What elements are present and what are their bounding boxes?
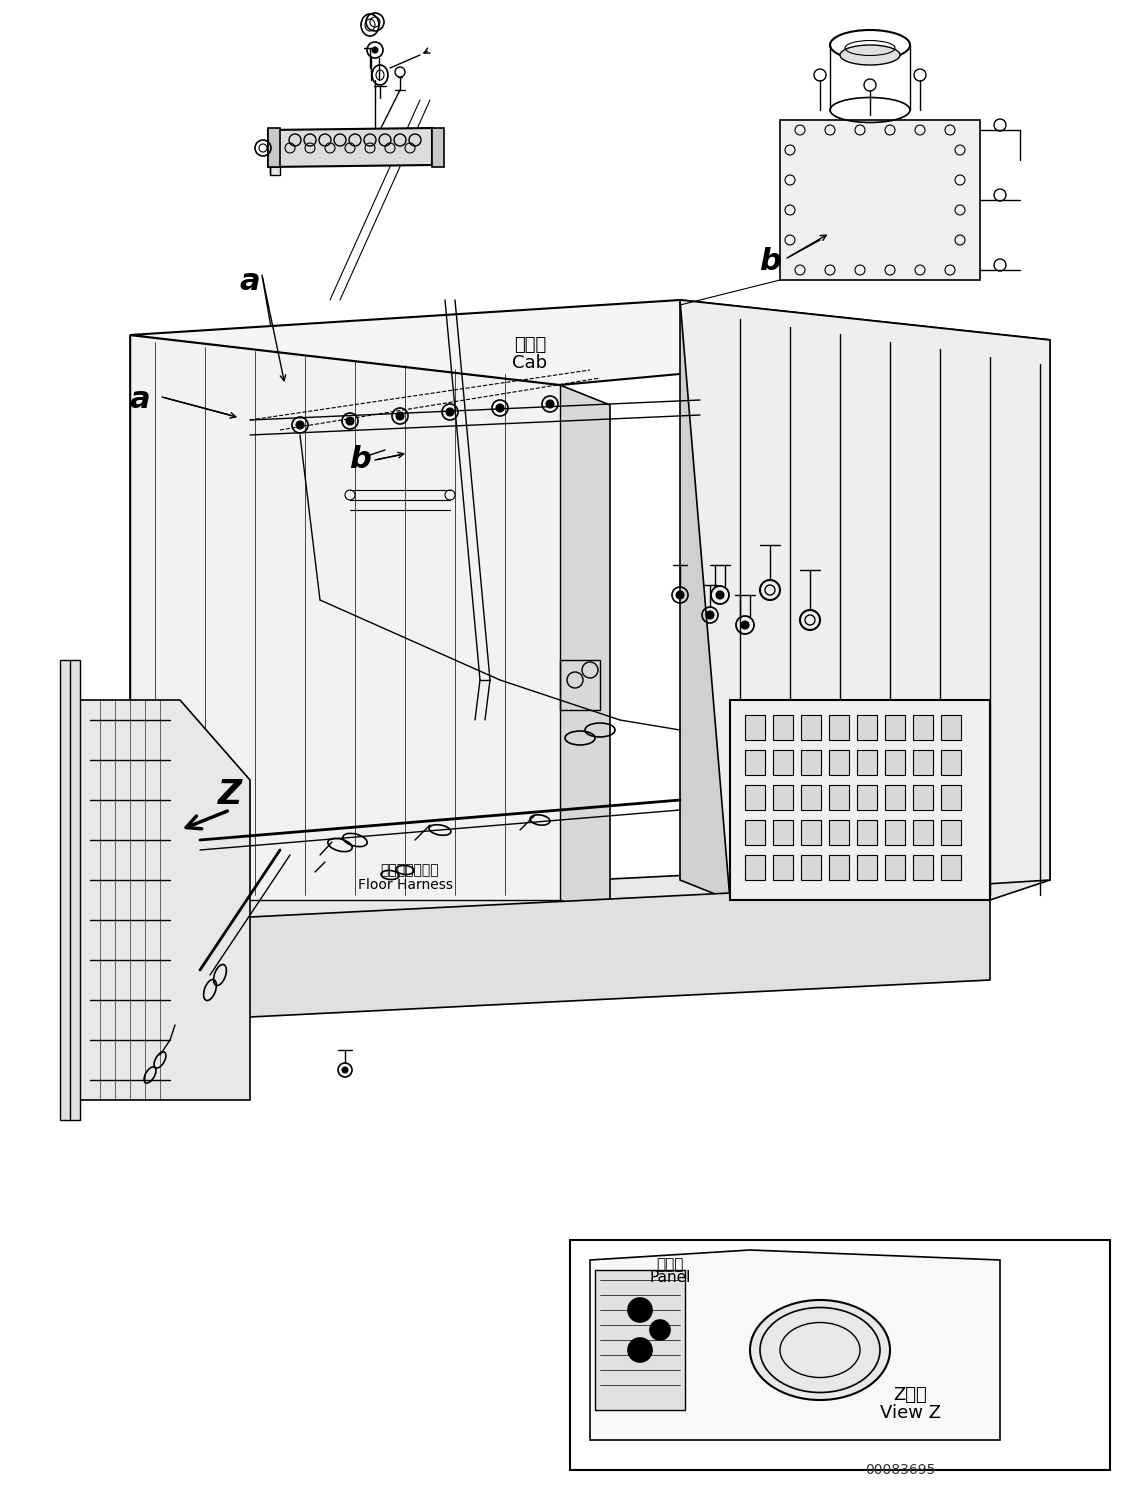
Bar bbox=[746, 855, 765, 880]
Text: b: b bbox=[759, 248, 781, 276]
Bar bbox=[560, 659, 600, 710]
Text: View Z: View Z bbox=[880, 1404, 941, 1422]
Bar bbox=[829, 821, 849, 844]
Bar bbox=[746, 821, 765, 844]
Bar bbox=[857, 785, 877, 810]
Circle shape bbox=[372, 48, 379, 54]
Circle shape bbox=[546, 400, 554, 407]
Bar bbox=[801, 821, 821, 844]
Text: a: a bbox=[130, 385, 150, 415]
Circle shape bbox=[396, 412, 404, 421]
Circle shape bbox=[650, 1320, 670, 1340]
Text: Z　視: Z 視 bbox=[894, 1386, 927, 1404]
Bar bbox=[941, 750, 961, 774]
Polygon shape bbox=[60, 659, 80, 1120]
Polygon shape bbox=[130, 336, 560, 900]
Polygon shape bbox=[680, 300, 729, 900]
Ellipse shape bbox=[840, 45, 900, 66]
Ellipse shape bbox=[750, 1300, 890, 1399]
Polygon shape bbox=[270, 140, 280, 175]
Bar bbox=[913, 855, 933, 880]
Text: 00083695: 00083695 bbox=[865, 1464, 935, 1477]
Bar bbox=[773, 750, 793, 774]
Bar bbox=[829, 785, 849, 810]
Bar bbox=[857, 715, 877, 740]
Polygon shape bbox=[680, 300, 1050, 900]
Bar bbox=[829, 750, 849, 774]
Bar bbox=[885, 821, 905, 844]
Bar bbox=[570, 1240, 1110, 1470]
Polygon shape bbox=[130, 336, 190, 921]
Bar bbox=[857, 821, 877, 844]
Circle shape bbox=[342, 1067, 348, 1073]
Text: Floor Harness: Floor Harness bbox=[358, 877, 453, 892]
Bar bbox=[885, 715, 905, 740]
Circle shape bbox=[496, 404, 504, 412]
Bar bbox=[729, 700, 990, 900]
Bar bbox=[857, 855, 877, 880]
Text: Panel: Panel bbox=[649, 1271, 690, 1286]
Circle shape bbox=[629, 1338, 651, 1362]
Polygon shape bbox=[190, 859, 990, 940]
Bar bbox=[941, 785, 961, 810]
Bar bbox=[595, 1270, 685, 1410]
Bar bbox=[885, 855, 905, 880]
Bar bbox=[829, 715, 849, 740]
Bar bbox=[773, 785, 793, 810]
Bar bbox=[746, 785, 765, 810]
Circle shape bbox=[446, 407, 454, 416]
Polygon shape bbox=[80, 700, 250, 1100]
Text: パネル: パネル bbox=[656, 1258, 684, 1273]
Bar bbox=[773, 855, 793, 880]
Bar bbox=[773, 715, 793, 740]
Circle shape bbox=[296, 421, 304, 430]
Polygon shape bbox=[130, 300, 1050, 385]
Bar bbox=[829, 855, 849, 880]
Bar bbox=[801, 855, 821, 880]
Text: a: a bbox=[240, 267, 260, 297]
Bar bbox=[801, 785, 821, 810]
Bar bbox=[801, 715, 821, 740]
Circle shape bbox=[741, 621, 749, 630]
Polygon shape bbox=[268, 128, 432, 167]
Polygon shape bbox=[590, 1250, 1000, 1440]
Circle shape bbox=[676, 591, 684, 598]
Bar bbox=[913, 750, 933, 774]
Text: キャブ: キャブ bbox=[514, 336, 546, 354]
Bar bbox=[432, 128, 444, 167]
Bar bbox=[746, 715, 765, 740]
Bar bbox=[885, 750, 905, 774]
Polygon shape bbox=[190, 880, 990, 1021]
Polygon shape bbox=[560, 385, 610, 921]
Text: Z: Z bbox=[218, 779, 242, 812]
Bar bbox=[913, 715, 933, 740]
Circle shape bbox=[629, 1298, 651, 1322]
Text: フロアハーネス: フロアハーネス bbox=[381, 862, 439, 877]
Bar bbox=[857, 750, 877, 774]
Bar bbox=[746, 750, 765, 774]
Bar bbox=[941, 855, 961, 880]
Polygon shape bbox=[990, 340, 1050, 900]
Bar bbox=[941, 821, 961, 844]
Bar bbox=[885, 785, 905, 810]
Bar bbox=[268, 128, 280, 167]
Circle shape bbox=[716, 591, 724, 598]
Circle shape bbox=[346, 416, 354, 425]
Text: Cab: Cab bbox=[513, 354, 547, 372]
Bar bbox=[773, 821, 793, 844]
Text: b: b bbox=[349, 446, 370, 474]
Bar bbox=[913, 785, 933, 810]
Polygon shape bbox=[270, 130, 430, 151]
Bar bbox=[941, 715, 961, 740]
Bar bbox=[913, 821, 933, 844]
Circle shape bbox=[707, 612, 713, 619]
Bar bbox=[801, 750, 821, 774]
Bar bbox=[780, 119, 980, 280]
